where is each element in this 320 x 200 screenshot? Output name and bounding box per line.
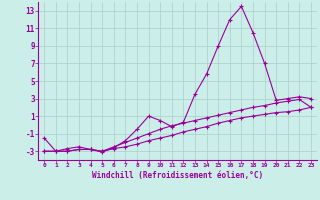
- X-axis label: Windchill (Refroidissement éolien,°C): Windchill (Refroidissement éolien,°C): [92, 171, 263, 180]
